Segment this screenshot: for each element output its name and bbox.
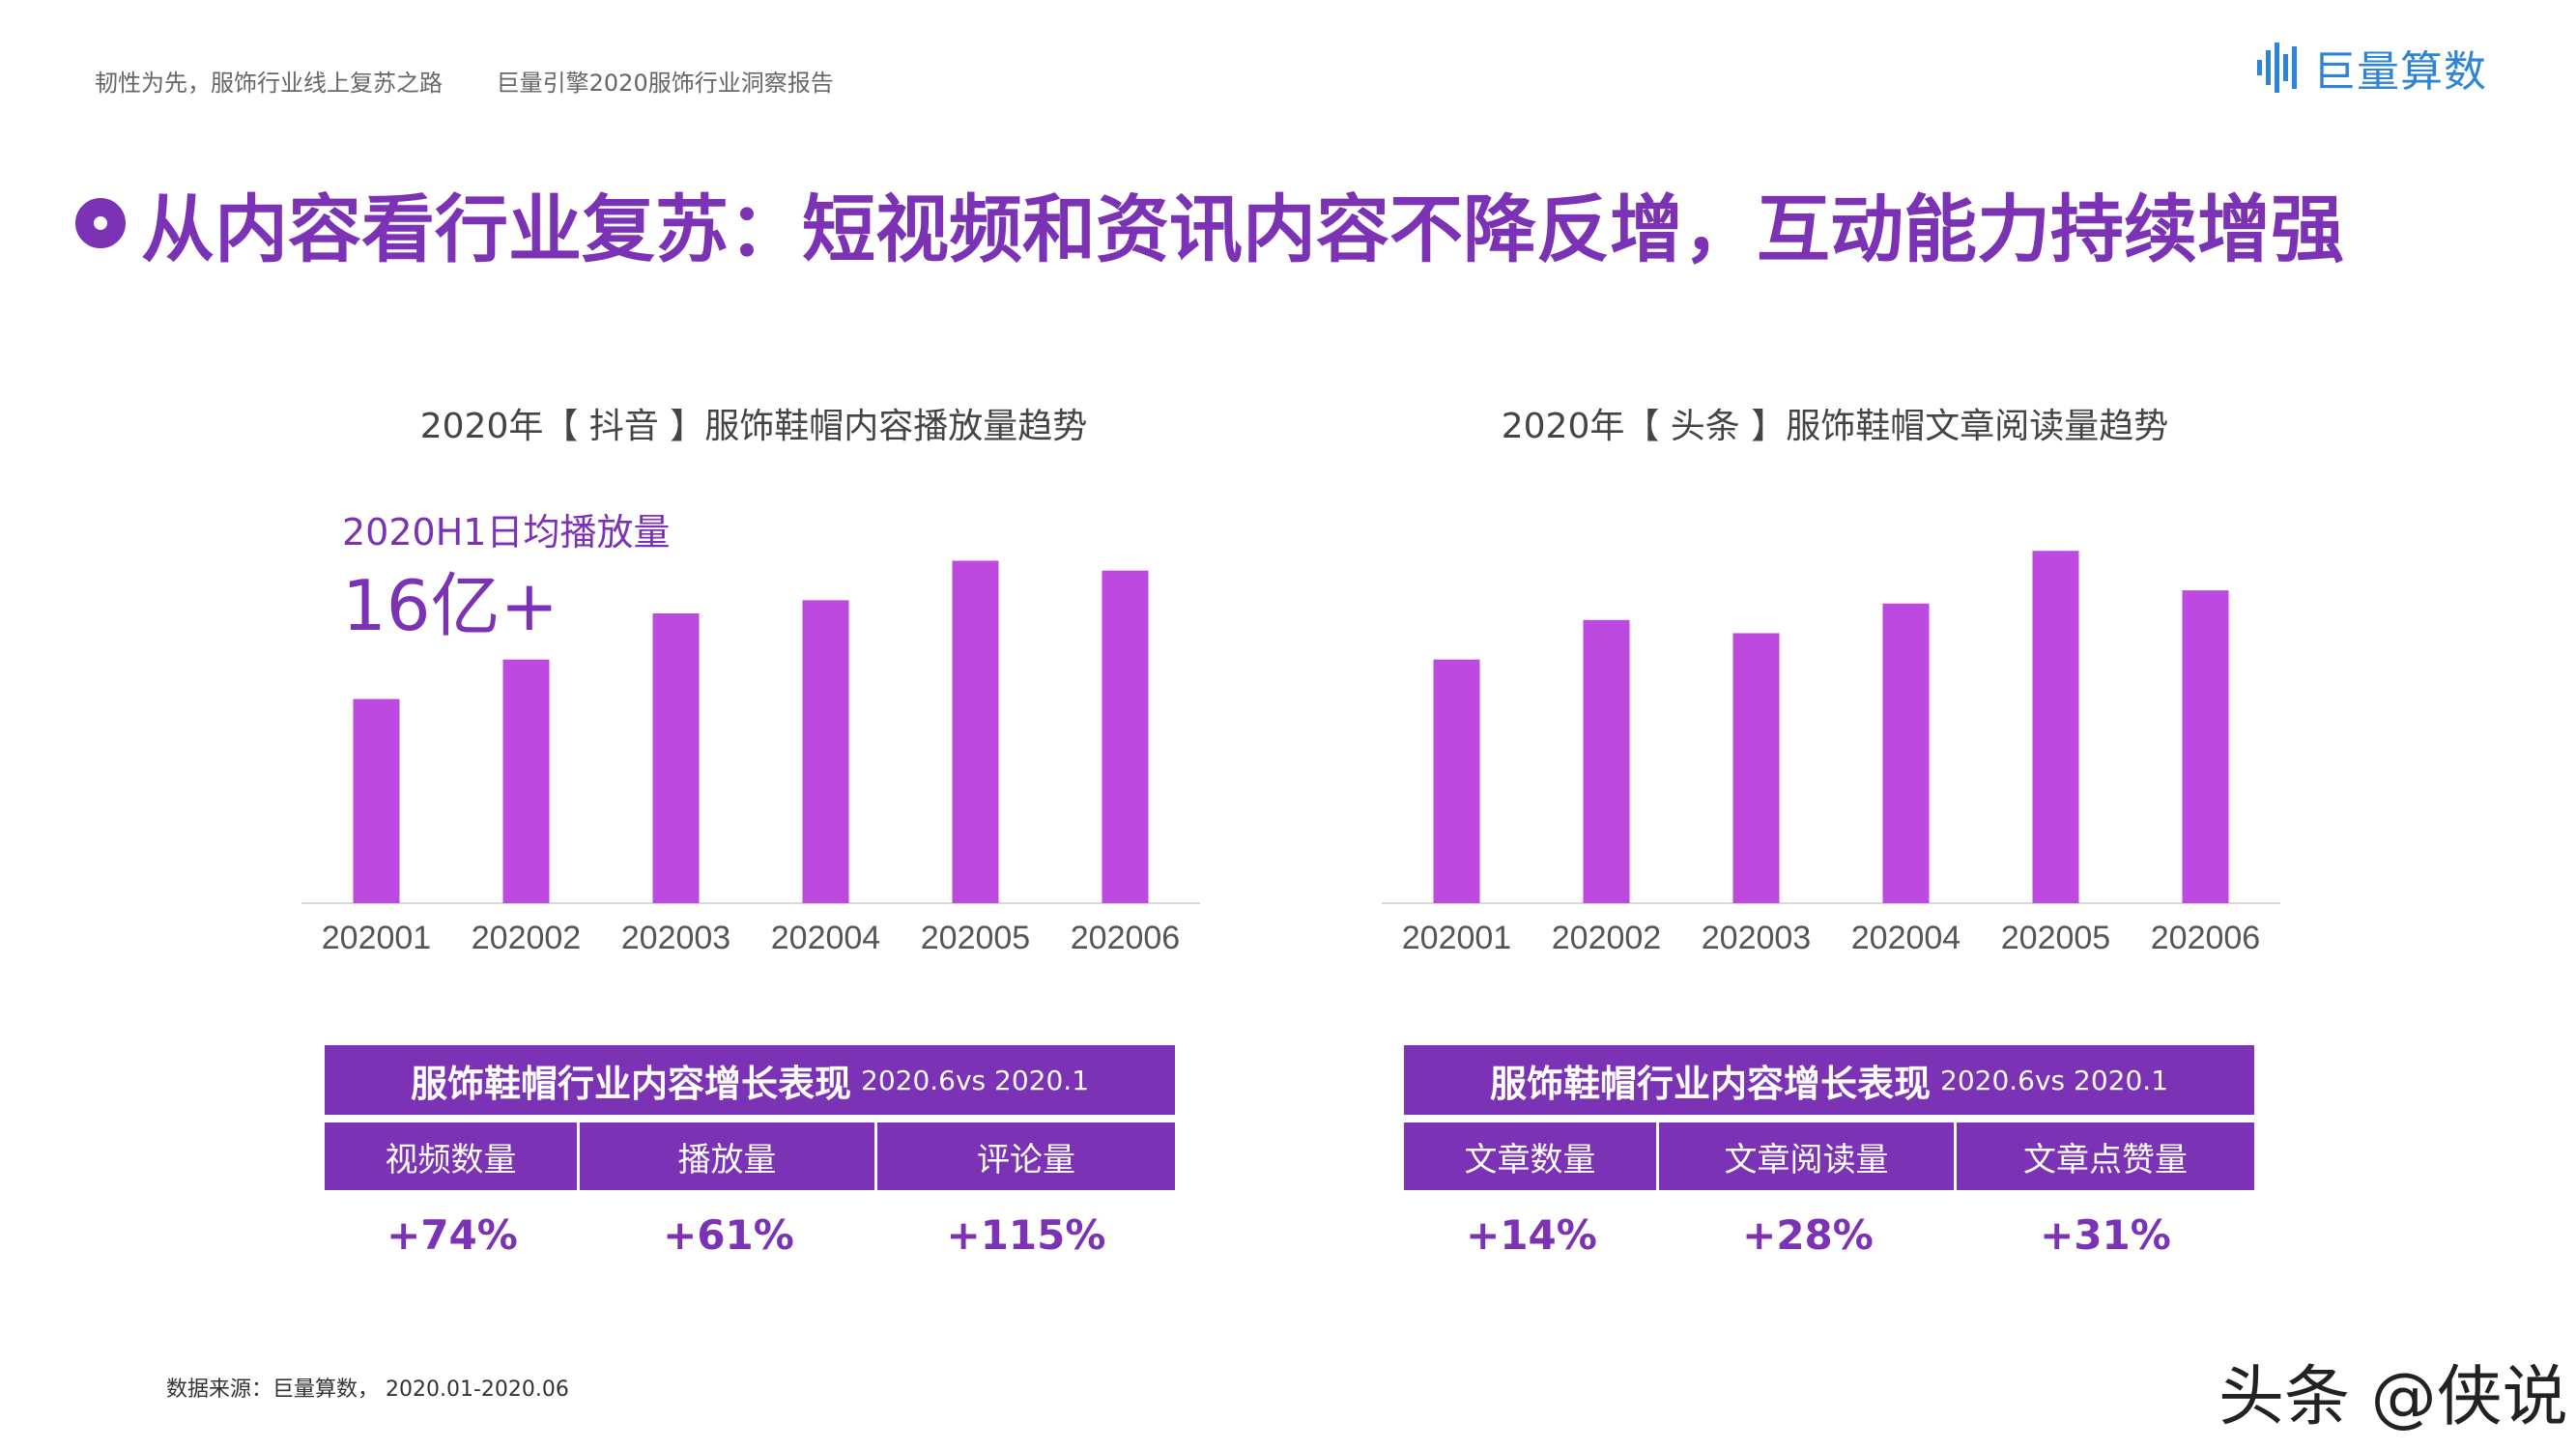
douyin-bar-chart: 202001 202002 202003 202004 202005 202006 [301,560,1200,956]
column-header: 评论量 [877,1122,1175,1190]
bar-202003 [1732,633,1780,903]
growth-table-douyin: 服饰鞋帽行业内容增长表现 2020.6vs 2020.1 视频数量 播放量 评论… [325,1045,1175,1259]
bar-202005 [2032,551,2079,903]
ring-bullet-icon [75,198,126,248]
bar-202006 [1102,570,1149,903]
column-header: 播放量 [580,1122,877,1190]
x-tick-label: 202005 [2001,920,2110,956]
x-tick-label: 202004 [1851,920,1961,956]
x-tick-label: 202003 [1702,920,1811,956]
page-title-row: 从内容看行业复苏：短视频和资讯内容不降反增，互动能力持续增强 [75,170,2344,276]
x-tick-label: 202001 [1402,920,1511,956]
bar-202003 [652,613,700,903]
column-header: 文章阅读量 [1659,1122,1957,1190]
growth-value: +61% [663,1211,794,1259]
table-title: 服饰鞋帽行业内容增长表现 [410,1062,851,1105]
data-source-note: 数据来源：巨量算数， 2020.01-2020.06 [166,1378,569,1402]
chart-title-toutiao: 2020年【 头条 】服饰鞋帽文章阅读量趋势 [1501,407,2169,446]
logo-text: 巨量算数 [2313,47,2487,97]
report-header: 韧性为先，服饰行业线上复苏之路 巨量引擎2020服饰行业洞察报告 [95,64,880,98]
bar-logo-icon [2257,43,2297,93]
bar-202006 [2182,590,2229,903]
page-title: 从内容看行业复苏：短视频和资讯内容不降反增，互动能力持续增强 [141,186,2344,272]
growth-value: +74% [386,1211,518,1259]
table-header: 服饰鞋帽行业内容增长表现 2020.6vs 2020.1 [325,1045,1175,1115]
table-period: 2020.6vs 2020.1 [1940,1064,2169,1096]
x-tick-label: 202006 [2151,920,2260,956]
x-tick-label: 202006 [1071,920,1180,956]
highlight-label: 2020H1日均播放量 [342,511,671,554]
toutiao-bar-chart: 202001 202002 202003 202004 202005 202006 [1382,551,2280,956]
table-title: 服饰鞋帽行业内容增长表现 [1489,1062,1931,1105]
growth-value: +31% [2040,1211,2171,1259]
growth-value: +14% [1466,1211,1597,1259]
table-values: +14% +28% +31% [1404,1211,2254,1259]
growth-table-toutiao: 服饰鞋帽行业内容增长表现 2020.6vs 2020.1 文章数量 文章阅读量 … [1404,1045,2254,1259]
highlight-value: 16亿+ [342,565,558,646]
x-tick-label: 202002 [1552,920,1661,956]
bar-202004 [1882,603,1930,903]
chart-title-douyin: 2020年【 抖音 】服饰鞋帽内容播放量趋势 [419,407,1088,446]
growth-value: +28% [1742,1211,1874,1259]
table-header: 服饰鞋帽行业内容增长表现 2020.6vs 2020.1 [1404,1045,2254,1115]
column-header: 文章点赞量 [1957,1122,2254,1190]
report-subtitle: 韧性为先，服饰行业线上复苏之路 [95,70,443,97]
column-header: 视频数量 [325,1122,580,1190]
column-header: 文章数量 [1404,1122,1659,1190]
bar-202004 [802,600,849,903]
x-tick-label: 202003 [621,920,730,956]
bar-202005 [952,560,999,903]
watermark: 头条 @侠说 [2218,1359,2568,1435]
table-columns: 文章数量 文章阅读量 文章点赞量 [1404,1122,2254,1190]
table-period: 2020.6vs 2020.1 [861,1064,1090,1096]
bar-202001 [1433,659,1480,903]
growth-value: +115% [946,1211,1106,1259]
x-tick-label: 202002 [472,920,581,956]
x-tick-label: 202005 [921,920,1030,956]
brand-logo: 巨量算数 [2257,43,2487,97]
table-columns: 视频数量 播放量 评论量 [325,1122,1175,1190]
bar-202002 [1583,619,1630,903]
report-name: 巨量引擎2020服饰行业洞察报告 [496,70,834,97]
table-values: +74% +61% +115% [325,1211,1175,1259]
x-tick-label: 202004 [771,920,880,956]
bar-202001 [353,698,400,903]
x-tick-label: 202001 [322,920,431,956]
bar-202002 [502,659,550,903]
